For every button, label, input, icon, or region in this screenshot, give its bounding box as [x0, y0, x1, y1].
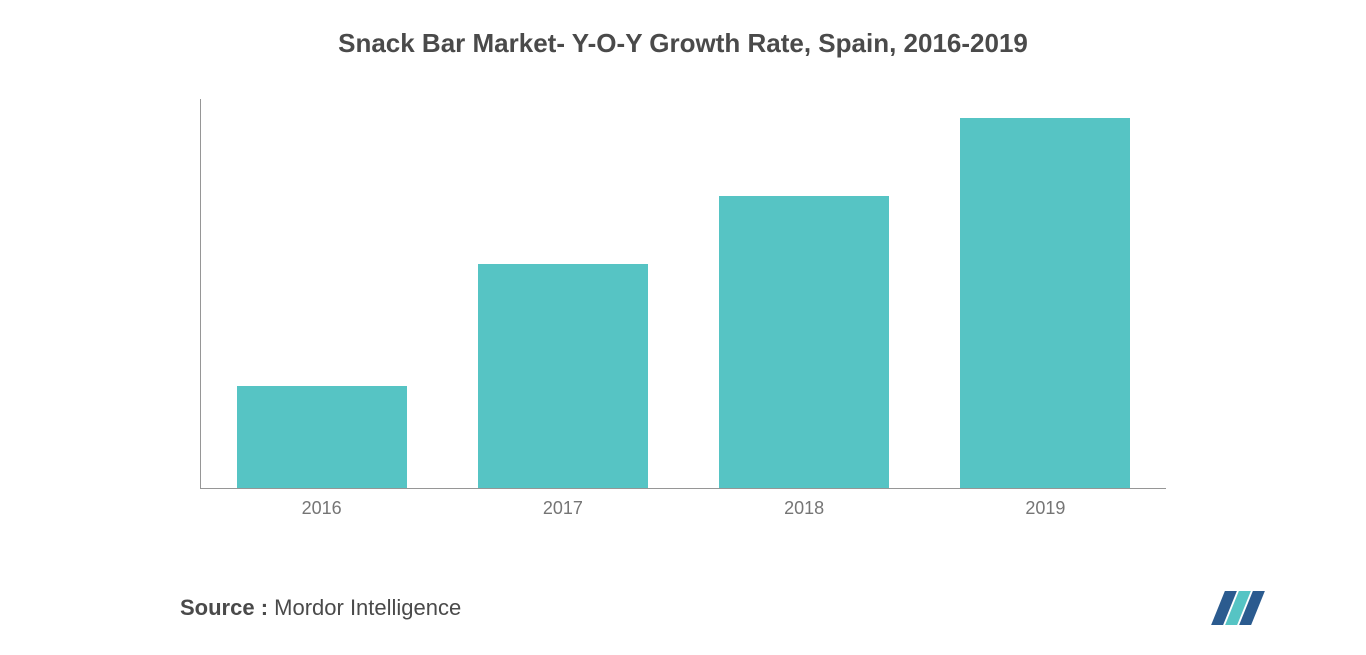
x-axis-label: 2016: [201, 498, 442, 519]
bar: [719, 196, 889, 488]
chart-container: Snack Bar Market- Y-O-Y Growth Rate, Spa…: [0, 0, 1366, 655]
plot-area: 2016201720182019: [200, 99, 1166, 489]
bar: [960, 118, 1130, 488]
logo-bars-icon: [1211, 591, 1265, 625]
bar-slot: [684, 99, 925, 488]
source-label: Source :: [180, 595, 274, 620]
x-axis-label: 2017: [442, 498, 683, 519]
bar-slot: [925, 99, 1166, 488]
bar-slot: [201, 99, 442, 488]
source-name: Mordor Intelligence: [274, 595, 461, 620]
source-row: Source : Mordor Intelligence: [180, 591, 1266, 625]
source-text: Source : Mordor Intelligence: [180, 595, 461, 621]
bar-slot: [442, 99, 683, 488]
x-axis-label: 2018: [684, 498, 925, 519]
brand-logo: [1218, 591, 1266, 625]
x-axis-label: 2019: [925, 498, 1166, 519]
bar: [478, 264, 648, 488]
x-axis-labels: 2016201720182019: [201, 498, 1166, 519]
bars-wrapper: [201, 99, 1166, 488]
bar: [237, 386, 407, 488]
chart-title: Snack Bar Market- Y-O-Y Growth Rate, Spa…: [100, 28, 1266, 59]
